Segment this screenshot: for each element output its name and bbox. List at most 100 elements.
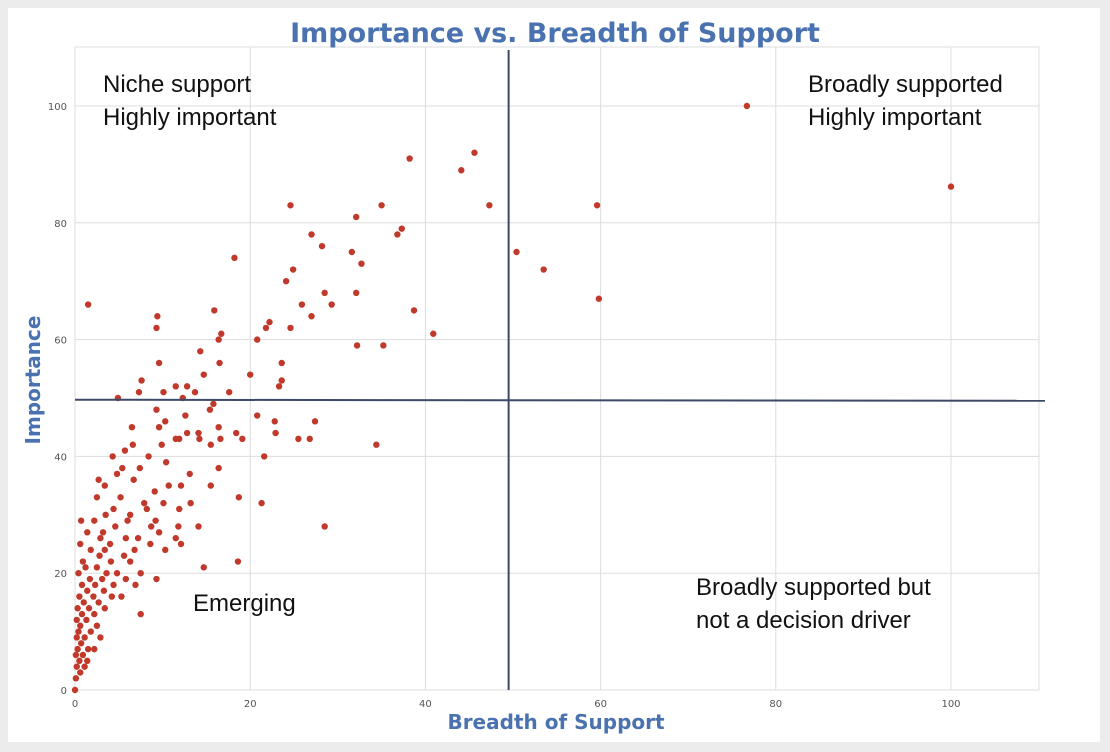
data-point xyxy=(352,213,360,221)
data-point xyxy=(103,570,110,577)
chart-frame: 0 20 40 60 80 100 0 20 40 60 80 100 Niche support Hi… xyxy=(8,8,1100,742)
data-point xyxy=(91,581,99,589)
data-point xyxy=(182,412,189,419)
data-point xyxy=(593,202,601,209)
data-point xyxy=(108,593,115,600)
data-point xyxy=(113,470,121,478)
quadrant-label-bottom-left: Emerging xyxy=(193,590,296,617)
data-point xyxy=(261,453,268,460)
chart-title: Importance vs. Breadth of Support xyxy=(290,18,820,49)
data-point xyxy=(102,511,109,518)
data-point xyxy=(183,429,191,437)
data-point xyxy=(215,424,222,431)
quadrant-label-line: Highly important xyxy=(103,104,277,131)
data-point xyxy=(107,558,115,565)
data-point xyxy=(158,441,165,448)
data-point xyxy=(117,494,124,501)
data-point xyxy=(216,359,223,367)
data-point xyxy=(93,494,101,501)
y-axis-label: Importance xyxy=(21,316,45,445)
quadrant-label-line: not a decision driver xyxy=(696,607,911,634)
data-point xyxy=(72,675,80,682)
data-point xyxy=(162,546,169,554)
quadrant-label-top-left: Niche support Highly important xyxy=(103,71,277,131)
data-point xyxy=(129,441,137,448)
data-point xyxy=(99,529,107,536)
y-tick-label: 0 xyxy=(61,686,67,697)
data-point xyxy=(75,628,82,635)
tick-labels: 0 20 40 60 80 100 0 20 40 60 80 100 xyxy=(48,102,961,710)
data-point xyxy=(132,581,139,589)
data-point xyxy=(137,570,144,577)
data-point xyxy=(217,435,224,443)
data-point xyxy=(84,645,92,653)
quadrant-label-line: Broadly supported but xyxy=(696,574,931,601)
data-point xyxy=(186,470,193,478)
data-point xyxy=(210,400,217,408)
data-point xyxy=(430,330,437,337)
data-point xyxy=(90,593,97,600)
data-point xyxy=(207,441,214,448)
data-point xyxy=(513,248,520,256)
data-point xyxy=(134,534,142,542)
data-point xyxy=(458,167,465,174)
data-point xyxy=(153,324,160,332)
data-point xyxy=(77,622,84,629)
data-point xyxy=(247,371,254,378)
data-point xyxy=(176,505,183,513)
data-point xyxy=(101,482,108,489)
data-point xyxy=(232,429,240,437)
data-point xyxy=(373,441,380,448)
data-point xyxy=(308,231,315,238)
data-point xyxy=(79,651,87,659)
data-point xyxy=(160,499,167,507)
data-point xyxy=(93,622,101,629)
data-point xyxy=(172,435,179,443)
x-tick-label: 60 xyxy=(594,699,607,710)
data-point xyxy=(207,482,214,489)
data-point xyxy=(287,324,294,332)
data-point xyxy=(112,523,119,530)
data-point xyxy=(743,102,751,110)
data-point xyxy=(155,359,163,367)
data-point xyxy=(266,318,273,326)
data-point xyxy=(308,313,315,320)
data-point xyxy=(380,342,387,349)
data-point xyxy=(278,359,285,367)
data-point xyxy=(77,640,85,647)
quadrant-label-bottom-right: Broadly supported but not a decision driv… xyxy=(696,574,931,634)
data-point xyxy=(155,424,163,431)
data-point xyxy=(74,645,81,653)
data-point xyxy=(162,418,169,425)
data-point xyxy=(84,657,91,664)
data-point xyxy=(278,377,285,384)
data-point xyxy=(215,336,222,343)
data-point xyxy=(394,231,401,238)
data-point xyxy=(110,581,117,589)
data-point xyxy=(200,564,207,571)
data-point xyxy=(121,447,129,454)
data-point xyxy=(187,499,194,507)
data-point xyxy=(162,459,170,466)
data-point xyxy=(154,313,161,320)
data-point xyxy=(172,534,179,542)
data-point xyxy=(101,546,108,554)
data-point xyxy=(151,488,158,495)
y-tick-label: 80 xyxy=(54,219,67,230)
data-point xyxy=(262,324,270,332)
data-point xyxy=(540,266,547,273)
data-point xyxy=(95,599,102,606)
data-points xyxy=(71,102,955,694)
data-point xyxy=(306,435,313,443)
x-tick-label: 80 xyxy=(769,699,782,710)
data-point xyxy=(73,634,80,641)
data-point xyxy=(126,558,134,565)
data-point xyxy=(225,388,233,396)
data-point xyxy=(153,406,160,413)
data-point xyxy=(321,289,328,297)
data-point xyxy=(321,523,328,530)
data-point xyxy=(78,581,86,589)
data-point xyxy=(86,575,94,583)
data-point xyxy=(318,242,326,250)
data-point xyxy=(378,202,385,209)
